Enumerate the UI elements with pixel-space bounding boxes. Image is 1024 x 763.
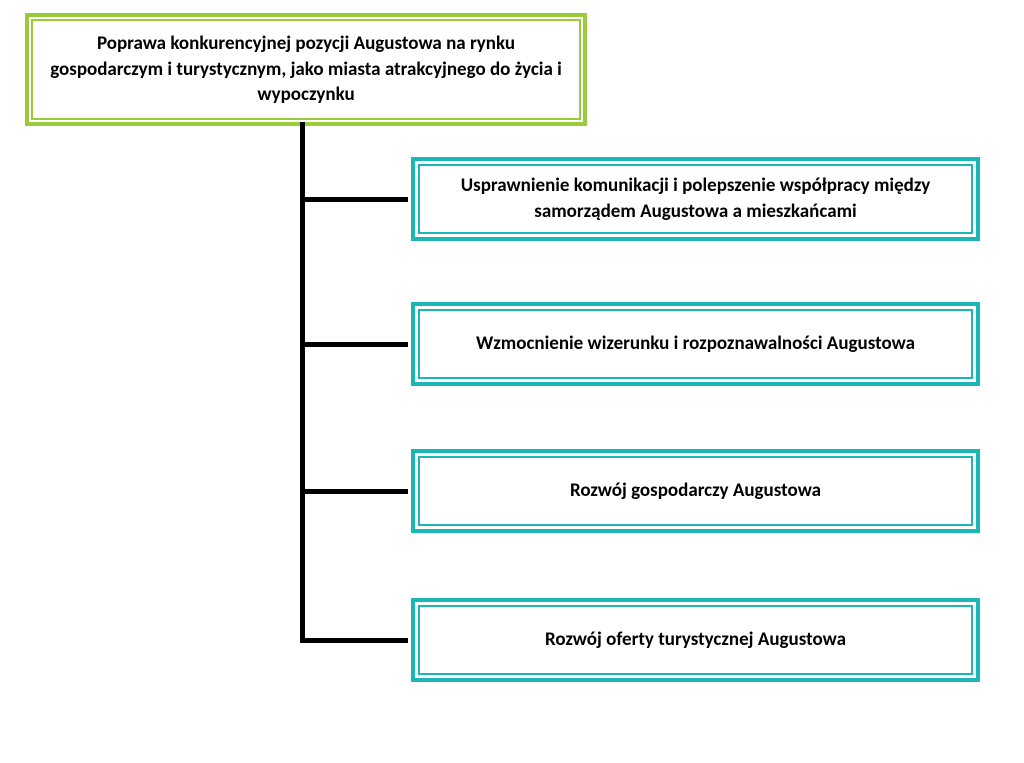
root-outer-border: Poprawa konkurencyjnej pozycji Augustowa…: [25, 13, 587, 126]
child-outer-border: Rozwój gospodarczy Augustowa: [411, 449, 980, 533]
child-text: Rozwój gospodarczy Augustowa: [418, 456, 973, 526]
root-text: Poprawa konkurencyjnej pozycji Augustowa…: [31, 19, 581, 120]
connector-branch: [300, 489, 408, 494]
child-node: Usprawnienie komunikacji i polepszenie w…: [408, 154, 983, 244]
child-node: Wzmocnienie wizerunku i rozpoznawalności…: [408, 299, 983, 389]
child-node: Rozwój gospodarczy Augustowa: [408, 446, 983, 536]
child-outer-border: Usprawnienie komunikacji i polepszenie w…: [411, 157, 980, 241]
child-node: Rozwój oferty turystycznej Augustowa: [408, 595, 983, 685]
root-node: Poprawa konkurencyjnej pozycji Augustowa…: [22, 10, 590, 129]
tree-diagram: Poprawa konkurencyjnej pozycji Augustowa…: [0, 0, 1024, 763]
connector-branch: [300, 342, 408, 347]
child-text: Rozwój oferty turystycznej Augustowa: [418, 605, 973, 675]
child-text: Usprawnienie komunikacji i polepszenie w…: [418, 164, 973, 234]
connector-branch: [300, 638, 408, 643]
child-text: Wzmocnienie wizerunku i rozpoznawalności…: [418, 309, 973, 379]
connector-branch: [300, 197, 408, 202]
child-outer-border: Wzmocnienie wizerunku i rozpoznawalności…: [411, 302, 980, 386]
child-outer-border: Rozwój oferty turystycznej Augustowa: [411, 598, 980, 682]
